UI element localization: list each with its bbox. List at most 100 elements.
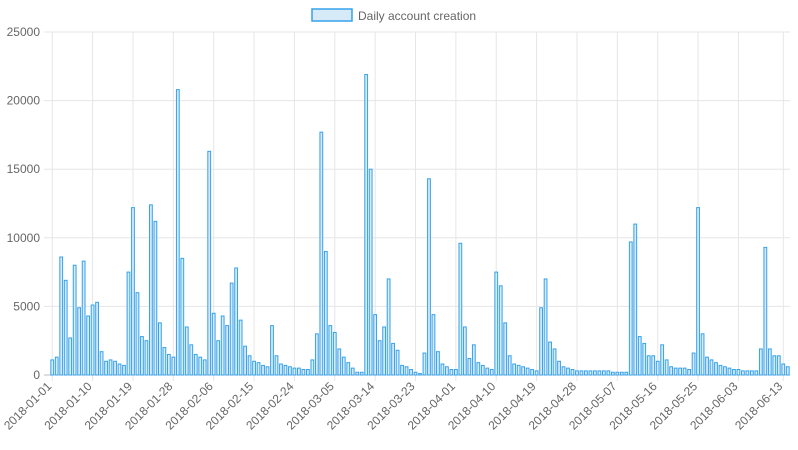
bar[interactable] xyxy=(561,366,566,376)
bar[interactable] xyxy=(252,360,256,376)
bar[interactable] xyxy=(498,285,503,376)
bar[interactable] xyxy=(458,242,463,376)
bar[interactable] xyxy=(732,369,736,376)
bar[interactable] xyxy=(108,359,113,376)
bar[interactable] xyxy=(337,348,342,376)
bar[interactable] xyxy=(409,369,413,376)
bar[interactable] xyxy=(400,364,404,376)
bar[interactable] xyxy=(413,371,418,376)
bar[interactable] xyxy=(687,369,691,376)
bar[interactable] xyxy=(135,292,140,376)
bar[interactable] xyxy=(494,271,499,376)
bar[interactable] xyxy=(682,367,687,376)
bar[interactable] xyxy=(288,366,292,376)
bar[interactable] xyxy=(489,369,494,376)
bar[interactable] xyxy=(525,367,530,376)
bar[interactable] xyxy=(422,352,427,376)
bar[interactable] xyxy=(81,260,86,376)
bar[interactable] xyxy=(104,360,108,376)
bar[interactable] xyxy=(364,74,369,376)
bar[interactable] xyxy=(140,336,144,376)
bar[interactable] xyxy=(270,325,274,376)
bar[interactable] xyxy=(615,371,620,376)
bar[interactable] xyxy=(319,131,324,376)
bar[interactable] xyxy=(610,371,615,376)
bar[interactable] xyxy=(512,363,517,376)
bar[interactable] xyxy=(373,314,378,376)
bar[interactable] xyxy=(243,345,247,376)
bar[interactable] xyxy=(588,370,593,376)
bar[interactable] xyxy=(660,344,665,376)
bar[interactable] xyxy=(449,369,454,376)
bar[interactable] xyxy=(579,370,584,376)
bar[interactable] xyxy=(382,326,387,376)
bar[interactable] xyxy=(229,282,234,376)
bar[interactable] xyxy=(341,356,346,376)
bar[interactable] xyxy=(723,366,727,376)
bar[interactable] xyxy=(256,362,261,376)
bar[interactable] xyxy=(534,370,539,376)
bar[interactable] xyxy=(368,168,373,376)
bar[interactable] xyxy=(297,367,301,376)
bar[interactable] xyxy=(301,369,306,376)
bar[interactable] xyxy=(77,307,82,376)
bar[interactable] xyxy=(575,370,579,376)
bar[interactable] xyxy=(539,307,543,376)
bar[interactable] xyxy=(72,264,77,376)
bar[interactable] xyxy=(131,207,135,376)
bar[interactable] xyxy=(126,271,131,376)
bar[interactable] xyxy=(767,348,772,376)
bar[interactable] xyxy=(736,369,741,376)
bar[interactable] xyxy=(530,369,535,376)
bar[interactable] xyxy=(655,360,660,376)
bar[interactable] xyxy=(292,367,297,376)
bar[interactable] xyxy=(377,340,382,376)
bar[interactable] xyxy=(86,315,91,376)
bar[interactable] xyxy=(785,366,790,376)
bar[interactable] xyxy=(678,367,683,376)
bar[interactable] xyxy=(705,356,709,376)
bar[interactable] xyxy=(642,342,647,376)
bar[interactable] xyxy=(503,322,508,376)
bar[interactable] xyxy=(149,204,153,376)
bar[interactable] xyxy=(198,356,203,376)
bar[interactable] xyxy=(225,325,230,376)
bar[interactable] xyxy=(727,367,732,376)
bar[interactable] xyxy=(700,333,705,376)
bar[interactable] xyxy=(480,364,485,376)
bar[interactable] xyxy=(552,348,557,376)
bar[interactable] xyxy=(180,257,185,376)
bar[interactable] xyxy=(597,370,602,376)
bar[interactable] xyxy=(453,369,458,376)
bar[interactable] xyxy=(601,370,606,376)
bar[interactable] xyxy=(741,370,745,376)
bar[interactable] xyxy=(350,367,355,376)
bar[interactable] xyxy=(431,314,436,376)
bar[interactable] xyxy=(279,363,283,376)
bar[interactable] xyxy=(157,322,162,376)
bar[interactable] xyxy=(507,355,512,376)
bar[interactable] xyxy=(516,364,521,376)
bar[interactable] xyxy=(395,349,400,376)
bar[interactable] xyxy=(283,364,288,376)
bar[interactable] xyxy=(386,278,391,376)
bar[interactable] xyxy=(476,362,481,376)
bar[interactable] xyxy=(144,340,149,376)
bar[interactable] xyxy=(202,359,207,376)
bar[interactable] xyxy=(557,360,561,376)
bar[interactable] xyxy=(776,355,781,376)
bar[interactable] xyxy=(709,359,714,376)
bar[interactable] xyxy=(570,369,575,376)
bar[interactable] xyxy=(391,342,395,376)
bar[interactable] xyxy=(669,366,674,376)
bar[interactable] xyxy=(471,344,476,376)
bar[interactable] xyxy=(207,150,212,376)
bar[interactable] xyxy=(261,364,265,376)
bar[interactable] xyxy=(781,363,786,376)
bar[interactable] xyxy=(772,355,777,376)
bar[interactable] xyxy=(436,351,440,376)
bar[interactable] xyxy=(63,279,68,376)
bar[interactable] xyxy=(95,301,99,376)
bar[interactable] xyxy=(238,319,243,376)
bar[interactable] xyxy=(220,315,225,376)
